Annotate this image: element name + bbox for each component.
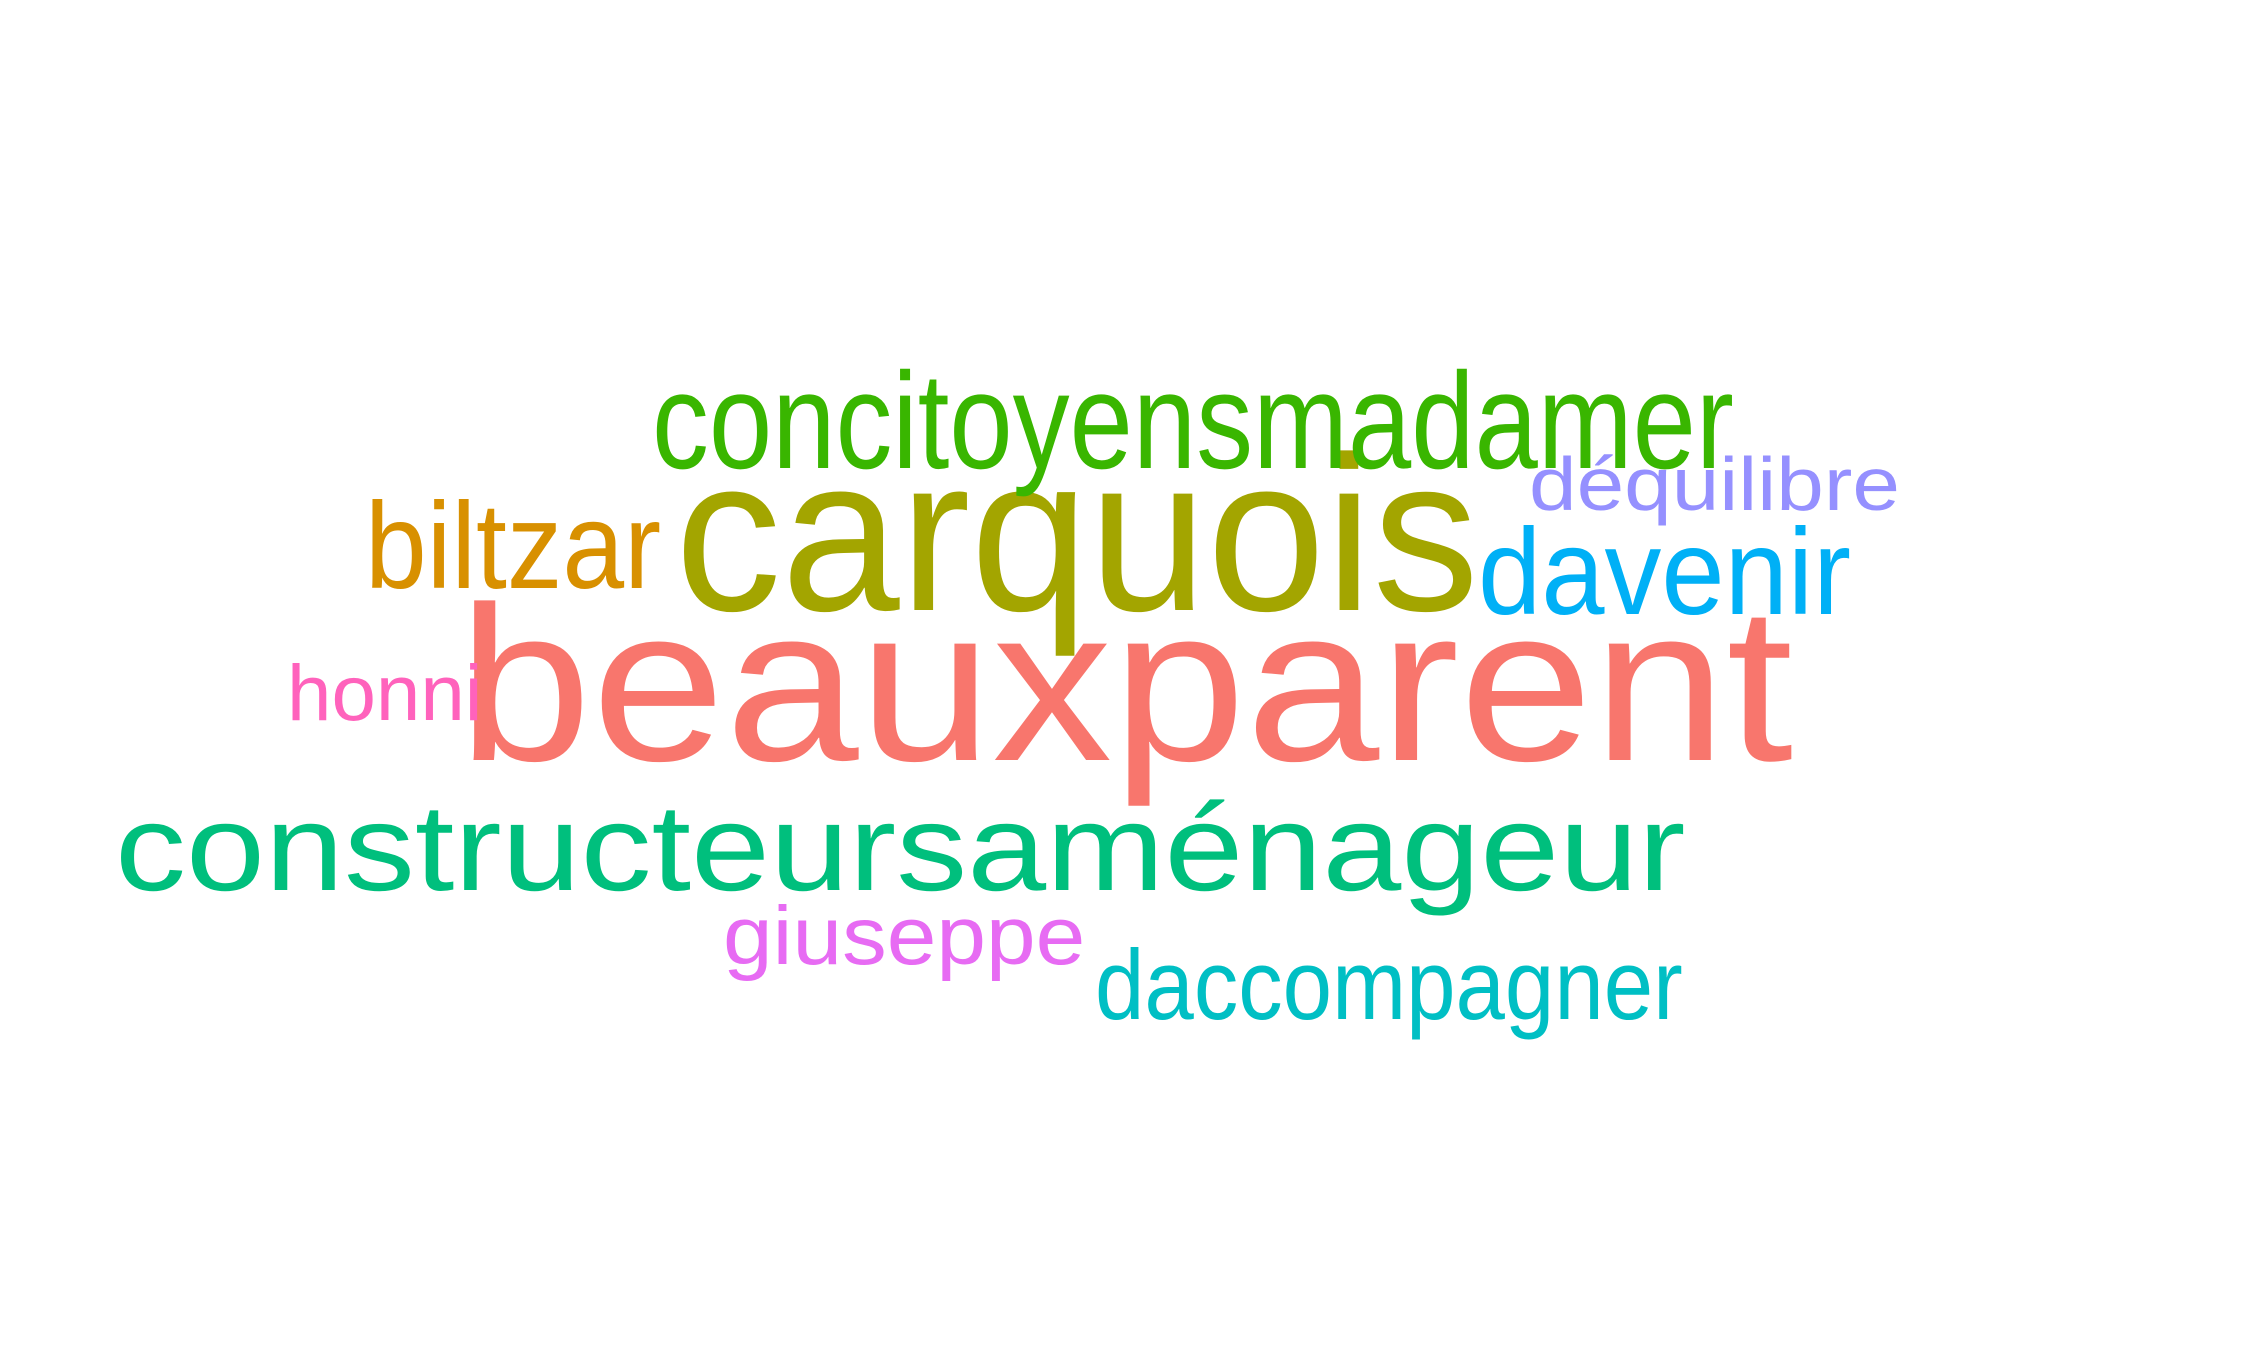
word-beauxparent: beauxparent xyxy=(457,561,1793,808)
word-davenir: davenir xyxy=(1478,503,1852,641)
word-constructeursamenageur: constructeursaménageur xyxy=(115,780,1686,918)
word-carquois: carquois xyxy=(675,411,1480,658)
word-honni: honni xyxy=(286,648,483,737)
word-concitoyensmadamer: concitoyensmadamer xyxy=(652,344,1735,498)
word-biltzar: biltzar xyxy=(365,477,662,615)
word-giuseppe: giuseppe xyxy=(723,890,1086,983)
word-daccompagner: daccompagner xyxy=(1095,930,1684,1042)
word-dequilibre: déquilibre xyxy=(1528,442,1900,527)
